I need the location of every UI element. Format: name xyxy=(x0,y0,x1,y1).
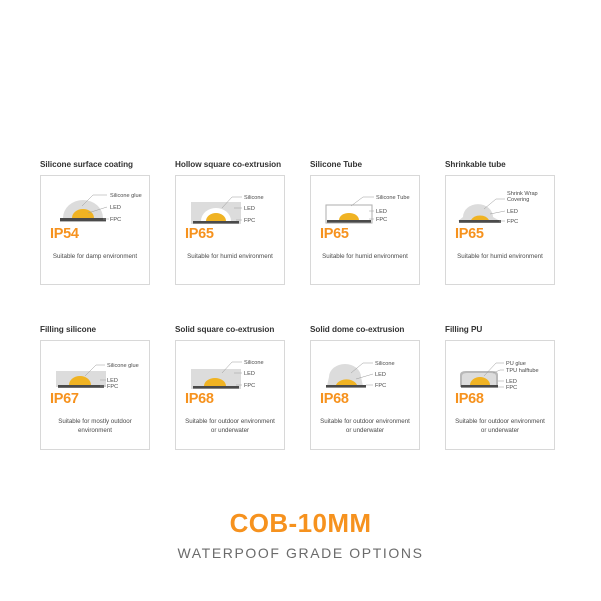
card-body: Silicone glue LED FPC IP54 Suitable for … xyxy=(40,175,150,285)
card-title: Solid dome co-extrusion xyxy=(310,325,405,334)
card-silicone-surface-coating[interactable]: Silicone surface coating xyxy=(40,148,150,285)
card-description: Suitable for humid environment xyxy=(187,253,273,260)
diagram-label: LED xyxy=(244,206,255,212)
diagram-label: Silicone glue xyxy=(107,363,139,369)
diagram-dome-coating: Silicone glue LED FPC xyxy=(41,180,151,232)
diagram-label: PU glue xyxy=(506,361,526,367)
card-filling-pu[interactable]: Filling PU xyxy=(445,313,555,450)
card-body: Silicone Tube LED FPC IP65 Suitable for … xyxy=(310,175,420,285)
diagram-filling-pu: PU glue TPU halftube LED FPC xyxy=(446,345,556,397)
diagram-label: Silicone xyxy=(244,195,264,201)
card-body: Silicone LED FPC IP68 Suitable for outdo… xyxy=(310,340,420,450)
diagram-label: TPU halftube xyxy=(506,368,539,374)
diagram-label: LED xyxy=(507,209,518,215)
card-shrinkable-tube[interactable]: Shrinkable tube Shrink Wrap Coveri xyxy=(445,148,555,285)
diagram-label: LED xyxy=(375,372,386,378)
diagram-label: FPC xyxy=(244,383,255,389)
ip-rating: IP65 xyxy=(320,226,349,242)
ip-rating: IP68 xyxy=(455,391,484,407)
card-body: Shrink Wrap Covering LED FPC IP65 Suitab… xyxy=(445,175,555,285)
diagram-label: Silicone xyxy=(244,360,264,366)
diagram-label: Silicone xyxy=(375,361,395,367)
card-filling-silicone[interactable]: Filling silicone Silicone glue LED xyxy=(40,313,150,450)
card-title: Filling PU xyxy=(445,325,483,334)
card-grid: Silicone surface coating xyxy=(40,148,565,478)
card-body: Silicone glue LED FPC IP67 Suitable for … xyxy=(40,340,150,450)
diagram-label: LED xyxy=(376,209,387,215)
diagram-label: FPC xyxy=(107,384,118,390)
card-title: Filling silicone xyxy=(40,325,97,334)
diagram-label: FPC xyxy=(506,385,517,391)
card-description: Suitable for mostly outdoor environment xyxy=(58,418,132,434)
diagram-label: LED xyxy=(107,378,118,384)
card-title: Silicone surface coating xyxy=(40,160,133,169)
card-solid-dome-co-extrusion[interactable]: Solid dome co-extrusion Silicone L xyxy=(310,313,420,450)
card-description: Suitable for outdoor environment or unde… xyxy=(455,418,545,434)
ip-rating: IP54 xyxy=(50,226,79,242)
diagram-label: FPC xyxy=(110,217,121,223)
diagram-solid-dome: Silicone LED FPC xyxy=(311,345,421,397)
diagram-label: FPC xyxy=(376,217,387,223)
card-title: Hollow square co-extrusion xyxy=(175,160,282,169)
card-solid-square-co-extrusion[interactable]: Solid square co-extrusion Silicone xyxy=(175,313,285,450)
ip-rating: IP65 xyxy=(455,226,484,242)
card-body: PU glue TPU halftube LED FPC IP68 Suitab… xyxy=(445,340,555,450)
diagram-filling-silicone: Silicone glue LED FPC xyxy=(41,345,151,397)
card-description: Suitable for humid environment xyxy=(322,253,408,260)
diagram-label: LED xyxy=(110,205,121,211)
diagram-label: Silicone glue xyxy=(110,193,142,199)
diagram-label: LED xyxy=(244,371,255,377)
card-description: Suitable for humid environment xyxy=(457,253,543,260)
footer-title: COB-10MM xyxy=(229,508,372,538)
ip-rating: IP67 xyxy=(50,391,79,407)
footer-subtitle: WATERPOOF GRADE OPTIONS xyxy=(177,545,424,561)
card-body: Silicone LED FPC IP65 Suitable for humid… xyxy=(175,175,285,285)
diagram-label: Silicone Tube xyxy=(376,195,410,201)
diagram-label: LED xyxy=(506,379,517,385)
diagram-silicone-tube: Silicone Tube LED FPC xyxy=(311,180,421,232)
card-description: Suitable for outdoor environment or unde… xyxy=(320,418,410,434)
card-body: Silicone LED FPC IP68 Suitable for outdo… xyxy=(175,340,285,450)
diagram-label: FPC xyxy=(375,383,386,389)
card-title: Solid square co-extrusion xyxy=(175,325,275,334)
ip-rating: IP68 xyxy=(185,391,214,407)
diagram-label: FPC xyxy=(244,218,255,224)
diagram-label: Shrink Wrap xyxy=(507,191,538,197)
card-description: Suitable for damp environment xyxy=(52,253,138,260)
card-title: Shrinkable tube xyxy=(445,160,506,169)
card-row: Silicone surface coating xyxy=(40,148,565,285)
diagram-hollow-square: Silicone LED FPC xyxy=(176,180,286,232)
ip-rating: IP65 xyxy=(185,226,214,242)
card-hollow-square-co-extrusion[interactable]: Hollow square co-extrusion Silico xyxy=(175,148,285,285)
diagram-solid-square: Silicone LED FPC xyxy=(176,345,286,397)
ip-rating: IP68 xyxy=(320,391,349,407)
card-row: Filling silicone Silicone glue LED xyxy=(40,313,565,450)
diagram-label: FPC xyxy=(507,219,518,225)
diagram-shrink-tube: Shrink Wrap Covering LED FPC xyxy=(446,180,556,232)
diagram-label: Covering xyxy=(507,197,529,203)
poster-footer: COB-10MM WATERPOOF GRADE OPTIONS xyxy=(0,508,601,563)
card-description: Suitable for outdoor environment or unde… xyxy=(185,418,275,434)
card-silicone-tube[interactable]: Silicone Tube Silicone Tube LED xyxy=(310,148,420,285)
card-title: Silicone Tube xyxy=(310,160,362,169)
